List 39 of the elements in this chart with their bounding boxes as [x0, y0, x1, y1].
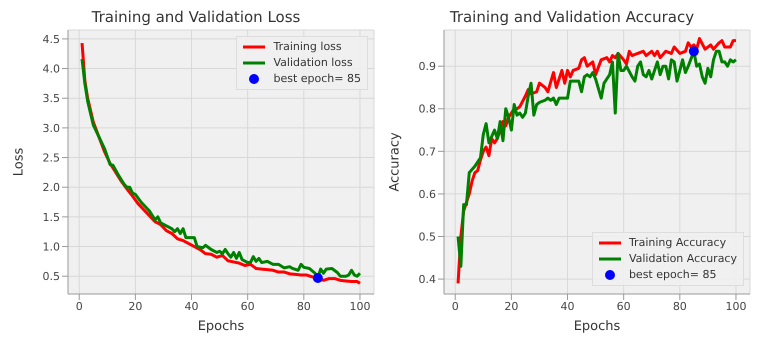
- y-tick-label: 3.5: [42, 92, 60, 106]
- y-tick-label: 2.5: [42, 151, 60, 164]
- x-axis-title: Epochs: [198, 319, 245, 334]
- x-tick-label: 60: [616, 300, 631, 313]
- y-tick-label: 4.0: [42, 62, 60, 76]
- x-axis-title: Epochs: [574, 319, 621, 334]
- y-tick-label: 0.7: [418, 145, 436, 158]
- y-tick-label: 0.4: [418, 273, 436, 286]
- y-tick-label: 2.0: [42, 181, 60, 194]
- x-tick-label: 20: [504, 300, 518, 313]
- x-tick-label: 40: [184, 300, 199, 313]
- chart-title: Training and Validation Loss: [90, 8, 302, 26]
- y-tick-label: 3.0: [42, 122, 60, 135]
- x-tick-label: 80: [296, 300, 311, 313]
- x-tick-label: 80: [672, 300, 687, 313]
- x-tick-label: 40: [560, 300, 575, 313]
- x-tick-label: 20: [128, 300, 142, 313]
- x-tick-label: 100: [349, 300, 370, 313]
- legend-label: best epoch= 85: [273, 71, 361, 87]
- legend-label: Training Accuracy: [628, 235, 726, 251]
- y-tick-label: 0.6: [418, 188, 436, 201]
- x-tick-label: 100: [725, 300, 746, 313]
- chart-title: Training and Validation Accuracy: [448, 8, 696, 26]
- legend-label: Training loss: [273, 39, 342, 55]
- y-tick-label: 0.9: [418, 60, 436, 74]
- legend-label: Validation loss: [273, 55, 353, 71]
- y-tick-label: 0.5: [42, 270, 60, 284]
- y-axis-title: Accuracy: [388, 132, 403, 192]
- y-tick-label: 0.5: [418, 230, 436, 244]
- y-tick-label: 0.8: [418, 102, 436, 116]
- legend-label: best epoch= 85: [628, 267, 716, 283]
- y-tick-label: 1.5: [42, 210, 60, 224]
- x-tick-label: 0: [452, 300, 459, 313]
- legend-label: Validation Accuracy: [628, 251, 737, 267]
- y-tick-label: 1.0: [42, 240, 60, 254]
- x-tick-label: 60: [240, 300, 255, 313]
- y-axis-title: Loss: [12, 148, 27, 176]
- x-tick-label: 0: [76, 300, 83, 313]
- y-tick-label: 4.5: [42, 32, 60, 46]
